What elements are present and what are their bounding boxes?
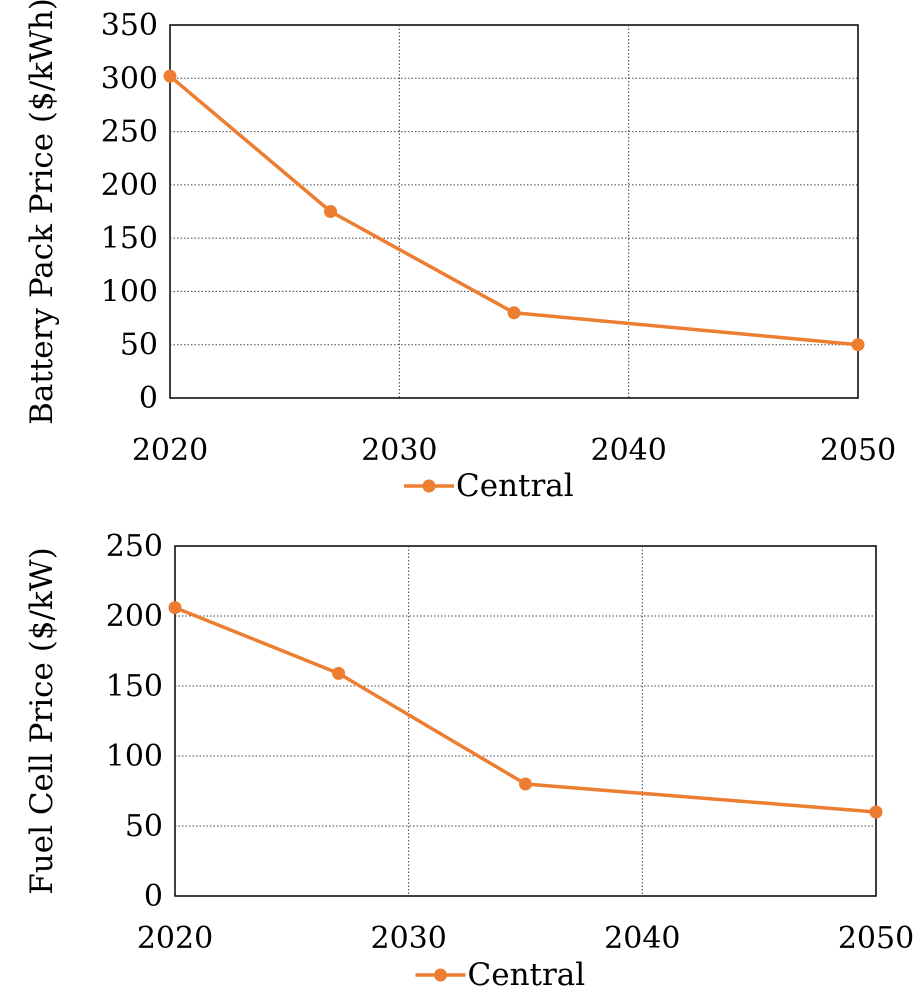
x-tick-label: 2020 bbox=[137, 921, 213, 956]
data-point bbox=[869, 805, 883, 819]
y-tick-label: 50 bbox=[125, 809, 163, 844]
y-tick-label: 150 bbox=[106, 669, 163, 704]
legend-label: Central bbox=[456, 468, 574, 504]
legend: Central bbox=[415, 957, 586, 993]
series-line-central bbox=[174, 605, 877, 814]
y-tick-label: 300 bbox=[101, 61, 158, 96]
y-tick-label: 100 bbox=[101, 274, 158, 309]
data-point bbox=[519, 777, 532, 791]
x-tick-label: 2050 bbox=[838, 921, 914, 956]
y-tick-label: 0 bbox=[139, 381, 158, 416]
x-tick-label: 2020 bbox=[132, 433, 208, 468]
y-tick-label: 50 bbox=[120, 328, 158, 363]
x-tick-label: 2030 bbox=[370, 921, 446, 956]
legend: Central bbox=[404, 468, 574, 504]
y-tick-label: 100 bbox=[106, 739, 163, 774]
series-line-central bbox=[168, 74, 859, 347]
battery-pack-price-chart: 0 50 100 150 200 250 300 350 2020 2030 2040 2050 Bat… bbox=[24, 0, 896, 504]
x-tick-label: 2030 bbox=[361, 433, 437, 468]
y-tick-label: 150 bbox=[101, 221, 158, 256]
x-tick-label: 2050 bbox=[820, 433, 896, 468]
legend-label: Central bbox=[468, 957, 586, 993]
y-tick-label: 250 bbox=[101, 115, 158, 150]
y-tick-label: 200 bbox=[101, 168, 158, 203]
legend-marker bbox=[434, 968, 447, 982]
y-axis-label: Battery Pack Price ($/kWh) bbox=[24, 0, 60, 425]
data-point bbox=[168, 601, 182, 615]
y-tick-label: 200 bbox=[106, 599, 163, 634]
data-point bbox=[851, 338, 865, 352]
fuel-cell-price-chart: 0 50 100 150 200 250 2020 2030 2040 2050 Fuel Cell… bbox=[24, 529, 914, 993]
legend-marker bbox=[422, 479, 436, 493]
y-tick-label: 0 bbox=[144, 879, 163, 914]
data-point bbox=[332, 666, 346, 680]
x-tick-label: 2040 bbox=[604, 921, 680, 956]
data-point bbox=[163, 69, 177, 83]
plot-area bbox=[169, 24, 859, 399]
data-point bbox=[507, 306, 521, 320]
y-axis-label: Fuel Cell Price ($/kW) bbox=[24, 547, 60, 895]
data-point bbox=[324, 205, 338, 218]
plot-area bbox=[174, 545, 877, 897]
y-tick-label: 350 bbox=[101, 8, 158, 43]
y-tick-label: 250 bbox=[106, 529, 163, 564]
x-tick-label: 2040 bbox=[590, 433, 666, 468]
